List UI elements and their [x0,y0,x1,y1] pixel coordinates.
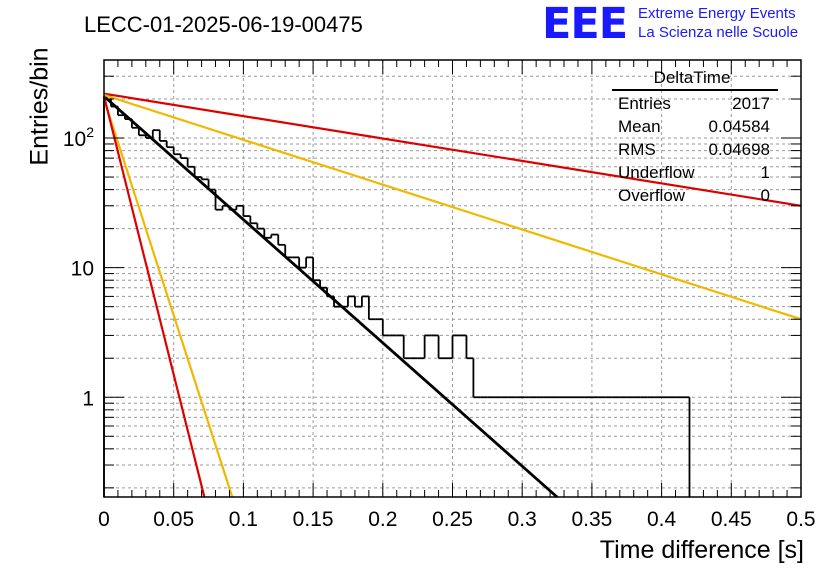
x-tick-label: 0.25 [432,508,473,531]
y-tick-label: 10 [71,258,94,281]
stats-divider [612,89,778,91]
stats-key: Overflow [618,186,686,205]
stats-key: Mean [618,117,661,136]
x-tick-label: 0.3 [508,508,537,531]
stats-title: DeltaTime [653,68,731,87]
y-axis-label: Entries/bin [25,47,54,166]
y-tick-labels: 1 10 102 [63,124,94,410]
plot-title: LECC-01-2025-06-19-00475 [84,12,363,37]
x-tick-label: 0 [98,508,110,531]
logo-subtitle-line1: Extreme Energy Events [638,5,796,22]
fit-curve [102,96,206,498]
y-tick-label: 1 [82,387,94,410]
x-tick-label: 0.45 [711,508,752,531]
stats-key: RMS [618,140,656,159]
fit-curve [103,95,558,499]
eee-logo: EEE [542,0,628,49]
stats-value: 0.04698 [708,140,770,159]
fit-curve [102,98,234,498]
stats-value: 1 [760,163,770,182]
fit-curve [103,92,802,207]
histogram [103,95,691,497]
x-tick-labels: 0 0.05 0.1 0.15 0.2 0.25 0.3 0.35 0.4 0.45 0.5 [98,508,815,531]
x-tick-label: 0.05 [153,508,194,531]
x-axis-label: Time difference [s] [599,536,804,564]
x-tick-label: 0.2 [368,508,397,531]
stats-value: 0.04584 [708,117,770,136]
y-tick-label: 102 [63,124,94,151]
x-tick-label: 0.35 [571,508,612,531]
fit-curves [102,92,802,499]
fit-curve [103,93,802,321]
x-tick-label: 0.5 [786,508,815,531]
logo-subtitle-line2: La Scienza nelle Scuole [638,24,799,41]
x-tick-label: 0.4 [647,508,677,531]
x-tick-label: 0.15 [293,508,334,531]
stats-value: 2017 [732,94,770,113]
stats-key: Entries [618,94,671,113]
x-tick-label: 0.1 [229,508,258,531]
axis-ticks [103,59,802,497]
stats-box: DeltaTime Entries 2017 Mean 0.04584 RMS … [612,66,780,209]
stats-value: 0 [760,186,770,205]
stats-key: Underflow [618,163,695,182]
